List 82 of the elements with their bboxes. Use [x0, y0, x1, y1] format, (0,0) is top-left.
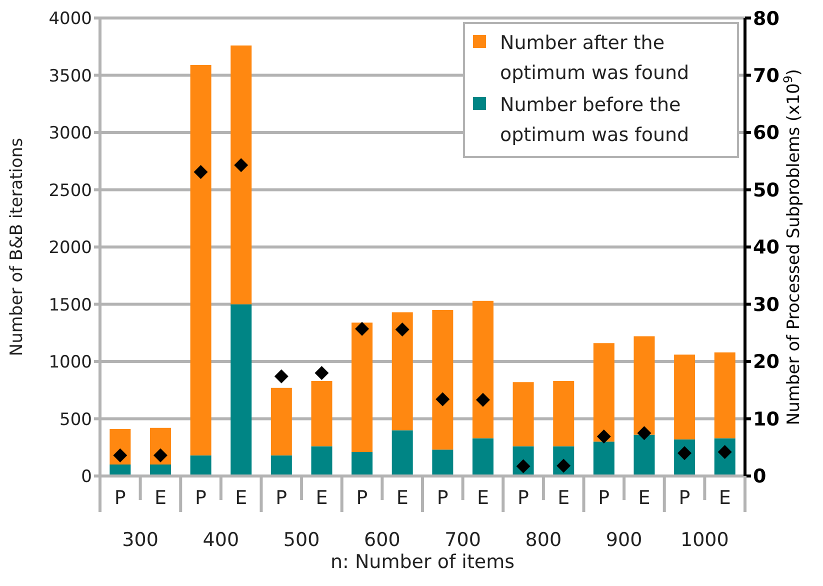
y-tick-label: 1500	[48, 295, 92, 316]
text: 900	[606, 529, 642, 551]
y2-tick-label: 70	[753, 64, 780, 87]
y2-tick-label: 50	[753, 179, 780, 202]
bar	[190, 455, 212, 476]
text: 800	[525, 529, 562, 551]
y2-tick-label: 60	[753, 122, 780, 144]
bar	[190, 64, 212, 456]
y-tick-label: 0	[81, 467, 92, 488]
bar	[634, 434, 655, 476]
x-tick-label: P	[114, 487, 126, 509]
bar	[674, 354, 696, 440]
y2-tick-label: 10	[753, 408, 780, 430]
text: 400	[202, 529, 240, 551]
x-tick-label: P	[518, 487, 530, 509]
point	[113, 448, 128, 462]
x-tick-label: E	[638, 487, 650, 509]
y-tick-label: 4000	[48, 9, 92, 30]
x-tick-label: P	[598, 487, 610, 509]
bar	[553, 380, 574, 446]
bar	[392, 430, 413, 476]
point	[355, 322, 370, 336]
text: 600	[364, 529, 400, 551]
legend-label: Number after the optimum was found	[500, 31, 690, 86]
x-tick-label: E	[476, 487, 489, 509]
x-tick-label: E	[718, 487, 731, 509]
bar	[472, 300, 494, 438]
text: 1000	[680, 529, 729, 551]
bar	[352, 322, 373, 452]
y-tick-label: 3500	[48, 66, 92, 86]
y2-tick-label: 0	[753, 466, 766, 488]
bar	[311, 380, 332, 446]
x-tick-label: P	[436, 487, 448, 509]
bar	[432, 450, 454, 476]
bar	[392, 312, 413, 430]
point	[234, 158, 248, 172]
bar	[311, 446, 332, 476]
bar	[512, 382, 534, 446]
y2-tick-label: 80	[753, 8, 780, 30]
x-tick-label: E	[396, 487, 408, 509]
x-axis-title: n: Number of items	[330, 551, 515, 573]
x-tick-label: P	[195, 487, 207, 509]
x-tick-label: P	[276, 487, 288, 509]
y-tick-label: 2500	[48, 180, 92, 201]
y-tick-label: 500	[60, 410, 92, 430]
bar	[634, 336, 655, 435]
bar	[230, 304, 252, 476]
x-tick-label: E	[235, 487, 248, 509]
bar	[230, 45, 252, 304]
bar	[270, 388, 292, 456]
point	[274, 369, 288, 384]
point	[153, 448, 168, 462]
point	[596, 430, 611, 444]
x-tick-label: P	[356, 487, 368, 509]
point	[476, 392, 490, 407]
y-tick-label: 3000	[48, 124, 92, 144]
text: 300	[122, 529, 158, 551]
x-tick-label: P	[678, 487, 690, 509]
bar	[352, 452, 373, 476]
point	[436, 392, 450, 406]
bar	[472, 438, 494, 476]
x-tick-label: E	[558, 487, 570, 509]
point	[314, 366, 329, 380]
y2-tick-label: 20	[753, 351, 780, 374]
legend-label: Number before the optimum was found	[500, 93, 690, 148]
y-tick-label: 2000	[48, 238, 92, 258]
x-tick-label: E	[316, 487, 328, 509]
point	[194, 165, 208, 179]
bar	[593, 442, 614, 476]
y-tick-label: 1000	[48, 352, 92, 373]
y2-tick-label: 40	[753, 236, 780, 259]
bar	[432, 310, 454, 450]
y2-tick-label: 30	[753, 294, 780, 316]
y-axis-title: Number of B&B iterations	[7, 138, 28, 356]
point	[637, 426, 652, 440]
text: 700	[444, 529, 481, 551]
bar	[593, 343, 614, 442]
x-tick-label: E	[154, 487, 166, 509]
text: 500	[283, 529, 320, 551]
bar	[270, 455, 292, 476]
point	[395, 322, 410, 336]
bar	[714, 352, 736, 438]
